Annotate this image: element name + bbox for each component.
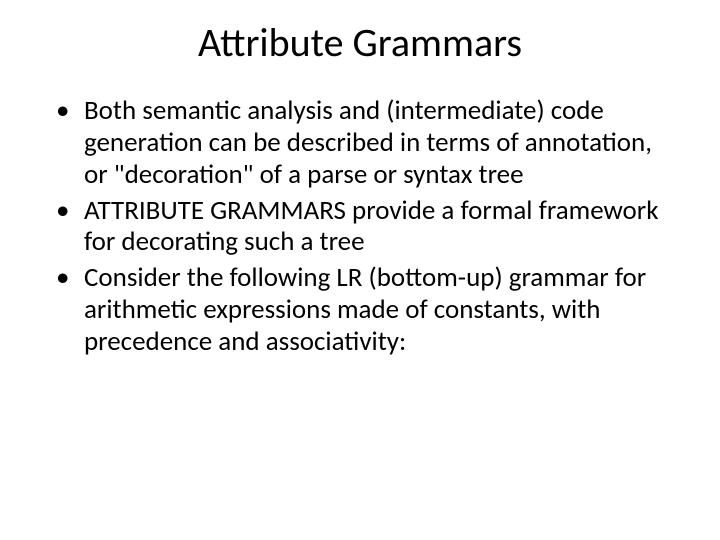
list-item: Both semantic analysis and (intermediate… <box>56 95 680 191</box>
slide-title: Attribute Grammars <box>40 18 680 67</box>
slide: Attribute Grammars Both semantic analysi… <box>0 0 720 540</box>
bullet-list: Both semantic analysis and (intermediate… <box>40 95 680 358</box>
list-item: ATTRIBUTE GRAMMARS provide a formal fram… <box>56 195 680 259</box>
list-item: Consider the following LR (bottom-up) gr… <box>56 262 680 358</box>
